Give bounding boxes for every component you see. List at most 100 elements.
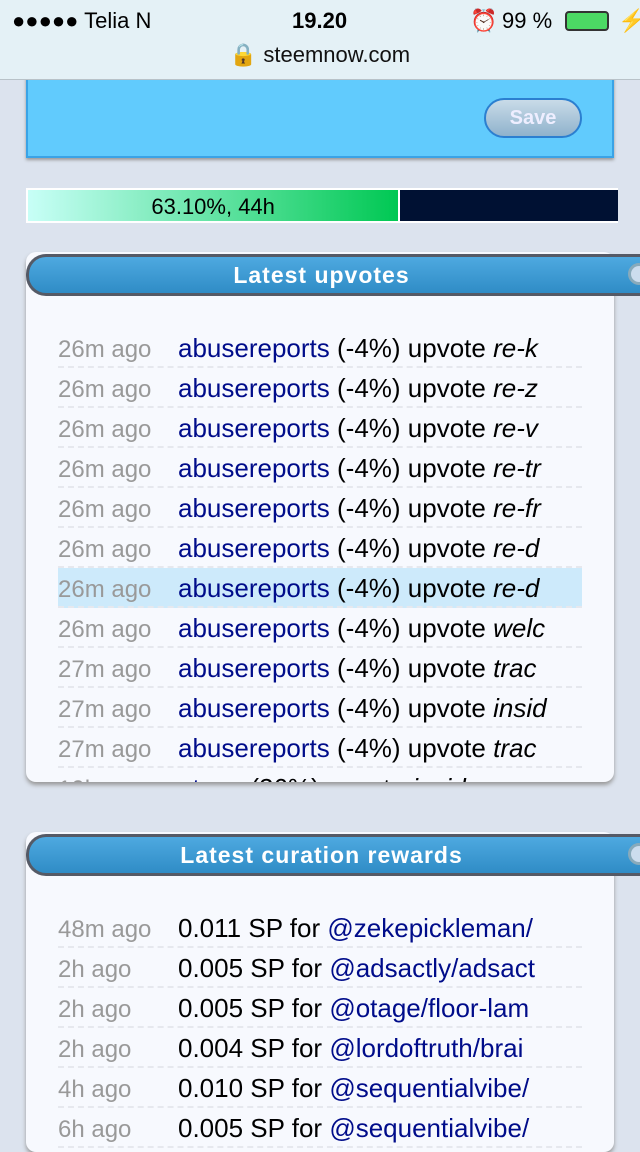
- amount: 0.011 SP for: [178, 913, 321, 943]
- weight: (-4%): [337, 373, 401, 403]
- voter-link[interactable]: abusereports: [178, 733, 330, 763]
- amount: 0.010 SP for: [178, 1073, 323, 1103]
- charging-icon: ⚡: [618, 8, 640, 33]
- voting-power-bar: 63.10%, 44h: [26, 188, 618, 223]
- weight: (26%): [250, 773, 319, 782]
- alarm-icon: ⏰: [470, 8, 498, 33]
- voter-link[interactable]: abusereports: [178, 373, 330, 403]
- weight: (-4%): [337, 533, 401, 563]
- voter-link[interactable]: abusereports: [178, 493, 330, 523]
- time: 48m ago: [58, 916, 152, 943]
- time: 27m ago: [58, 696, 152, 723]
- post-link[interactable]: re-v: [493, 413, 538, 443]
- carrier: ●●●●● Telia N: [12, 8, 152, 33]
- curation-row: 2h ago 0.005 SP for @adsactly/adsact: [58, 948, 582, 988]
- post-link[interactable]: @otage/floor-lam: [329, 993, 530, 1023]
- time: 26m ago: [58, 456, 152, 483]
- time: 26m ago: [58, 336, 152, 363]
- action: upvote: [407, 453, 486, 483]
- post-link[interactable]: insid: [493, 693, 547, 723]
- voter-link[interactable]: abusereports: [178, 453, 330, 483]
- time: 6h ago: [58, 1116, 132, 1143]
- eye-icon[interactable]: [628, 843, 640, 865]
- curation-row: 4h ago 0.010 SP for @sequentialvibe/: [58, 1068, 582, 1108]
- voter-link[interactable]: otage: [178, 773, 243, 782]
- upvote-row: 27m ago abusereports (-4%) upvote trac: [58, 728, 582, 768]
- voter-link[interactable]: abusereports: [178, 413, 330, 443]
- post-link[interactable]: re-k: [493, 333, 538, 363]
- action: upvote: [407, 493, 486, 523]
- voting-power-fill: 63.10%, 44h: [28, 190, 401, 221]
- upvote-row: 26m ago abusereports (-4%) upvote re-d: [58, 568, 582, 608]
- action: upvote: [407, 693, 486, 723]
- browser-status-bar: ●●●●● Telia N 19.20 ⏰ 99 % ⚡ 🔒 steemnow.…: [0, 0, 640, 80]
- address-bar[interactable]: 🔒 steemnow.com: [0, 42, 640, 68]
- voter-link[interactable]: abusereports: [178, 533, 330, 563]
- time: 10h ago: [58, 770, 178, 782]
- voter-link[interactable]: abusereports: [178, 653, 330, 683]
- voter-link[interactable]: abusereports: [178, 573, 330, 603]
- upvote-row: 10h agootage (26%) upvote inside-nom: [58, 768, 582, 782]
- weight: (-4%): [337, 733, 401, 763]
- curation-row: 2h ago 0.004 SP for @lordoftruth/brai: [58, 1028, 582, 1068]
- curation-header: Latest curation rewards: [26, 834, 640, 876]
- time: 26m ago: [58, 576, 152, 603]
- time: 2h ago: [58, 956, 132, 983]
- battery-icon: [565, 11, 609, 31]
- eye-icon[interactable]: [628, 263, 640, 285]
- time: 27m ago: [58, 736, 152, 763]
- weight: (-4%): [337, 453, 401, 483]
- post-link[interactable]: re-z: [493, 373, 538, 403]
- action: upvote: [407, 413, 486, 443]
- amount: 0.004 SP for: [178, 1033, 323, 1063]
- weight: (-4%): [337, 653, 401, 683]
- curation-row: 2h ago 0.005 SP for @otage/floor-lam: [58, 988, 582, 1028]
- url-text: steemnow.com: [263, 42, 411, 67]
- upvote-row: 26m ago abusereports (-4%) upvote re-z: [58, 368, 582, 408]
- action: upvote: [407, 533, 486, 563]
- post-link[interactable]: @zekepickleman/: [327, 913, 533, 943]
- save-button[interactable]: Save: [484, 98, 582, 138]
- voter-link[interactable]: abusereports: [178, 613, 330, 643]
- time: 26m ago: [58, 376, 152, 403]
- post-link[interactable]: @sequentialvibe/: [329, 1073, 530, 1103]
- voter-link[interactable]: abusereports: [178, 693, 330, 723]
- clock: 19.20: [292, 8, 348, 33]
- time: 26m ago: [58, 416, 152, 443]
- curation-title: Latest curation rewards: [180, 842, 463, 868]
- upvotes-header: Latest upvotes: [26, 254, 640, 296]
- post-link[interactable]: trac: [493, 653, 537, 683]
- post-link[interactable]: @lordoftruth/brai: [329, 1033, 524, 1063]
- post-link[interactable]: welc: [493, 613, 546, 643]
- upvote-row: 27m ago abusereports (-4%) upvote trac: [58, 648, 582, 688]
- action: upvote: [407, 613, 486, 643]
- post-link[interactable]: re-fr: [493, 493, 541, 523]
- action: upvote: [407, 653, 486, 683]
- post-link[interactable]: @adsactly/adsact: [329, 953, 535, 983]
- time: 4h ago: [58, 1076, 132, 1103]
- weight: (-4%): [337, 413, 401, 443]
- amount: 0.005 SP for: [178, 1113, 323, 1143]
- weight: (-4%): [337, 333, 401, 363]
- action: upvote: [407, 373, 486, 403]
- post-link[interactable]: re-tr: [493, 453, 541, 483]
- voter-link[interactable]: abusereports: [178, 333, 330, 363]
- weight: (-4%): [337, 693, 401, 723]
- upvote-row: 27m ago abusereports (-4%) upvote insid: [58, 688, 582, 728]
- post-link[interactable]: re-d: [493, 573, 540, 603]
- upvote-row: 26m ago abusereports (-4%) upvote re-v: [58, 408, 582, 448]
- post-link[interactable]: trac: [493, 733, 537, 763]
- upvotes-card: 26m ago abusereports (-4%) upvote re-k 26m…: [26, 252, 614, 782]
- upvote-row: 26m ago abusereports (-4%) upvote welc: [58, 608, 582, 648]
- post-link[interactable]: @sequentialvibe/: [329, 1113, 530, 1143]
- time: 2h ago: [58, 996, 132, 1023]
- action: upvote: [407, 573, 486, 603]
- lock-icon: 🔒: [229, 42, 258, 67]
- time: 27m ago: [58, 656, 152, 683]
- post-link[interactable]: re-d: [493, 533, 540, 563]
- time: 26m ago: [58, 496, 152, 523]
- amount: 0.005 SP for: [178, 993, 323, 1023]
- post-link[interactable]: inside-nom: [412, 773, 539, 782]
- upvote-row: 26m ago abusereports (-4%) upvote re-tr: [58, 448, 582, 488]
- upvote-row: 26m ago abusereports (-4%) upvote re-fr: [58, 488, 582, 528]
